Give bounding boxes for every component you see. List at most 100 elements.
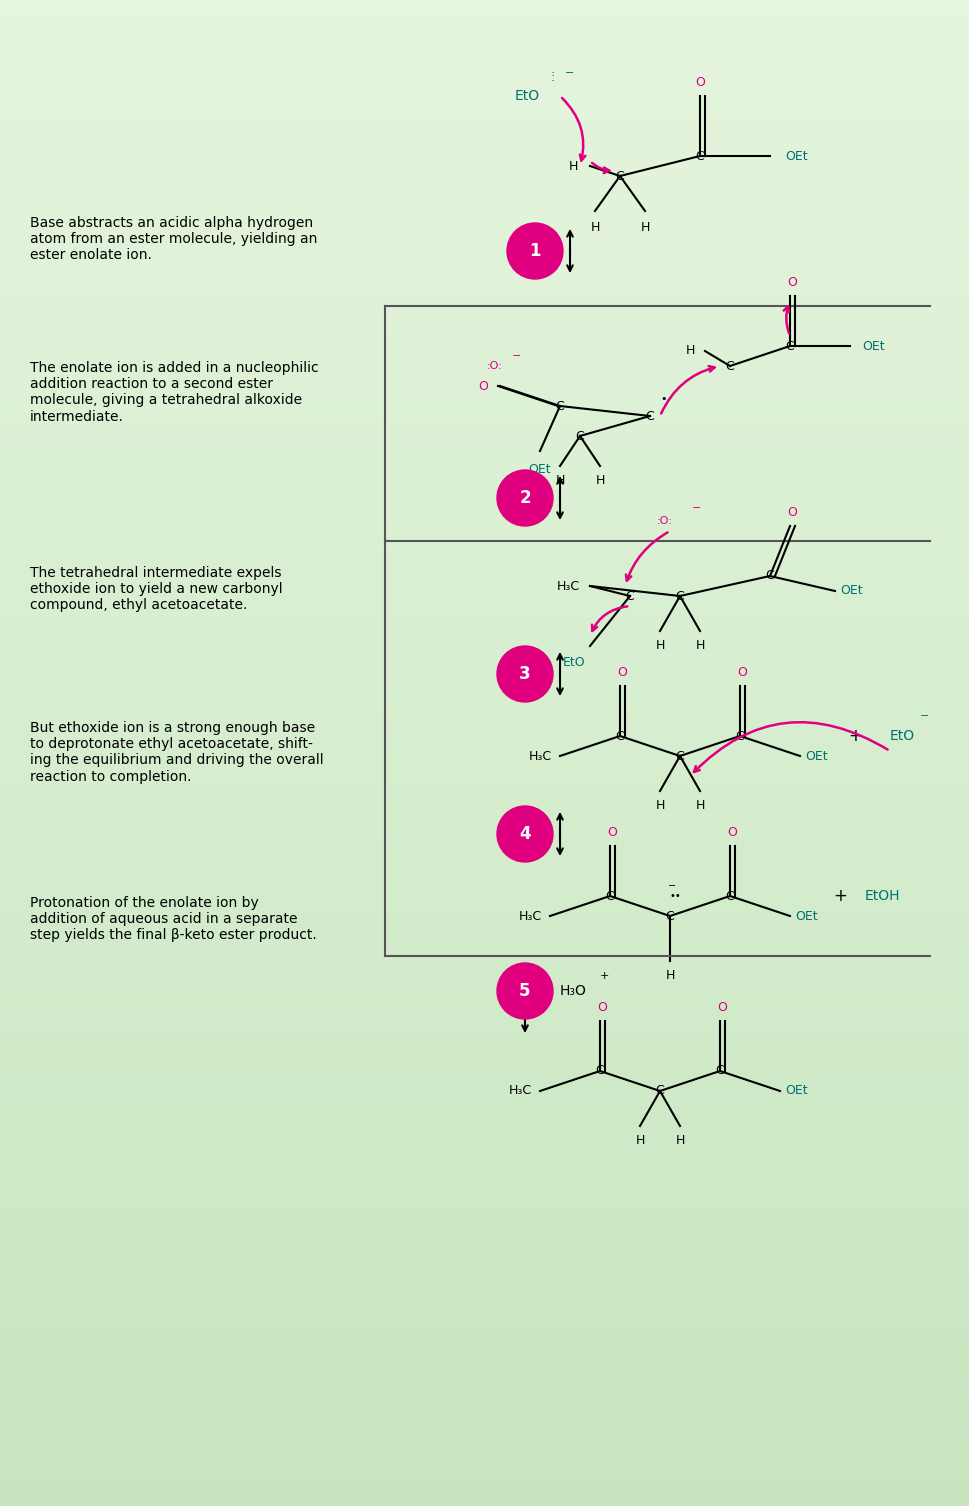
Bar: [0, 188, 969, 196]
Bar: [0, 1386, 969, 1393]
Bar: [0, 68, 969, 75]
Bar: [0, 761, 969, 768]
Bar: [0, 384, 969, 392]
Bar: [0, 512, 969, 520]
Bar: [0, 60, 969, 68]
Bar: [0, 399, 969, 407]
Bar: [0, 1483, 969, 1491]
Text: 1: 1: [529, 242, 541, 261]
Bar: [0, 128, 969, 136]
Bar: [0, 301, 969, 309]
Text: O: O: [478, 380, 488, 393]
Bar: [0, 821, 969, 828]
Text: O: O: [617, 666, 627, 679]
Bar: [0, 143, 969, 151]
Text: O: O: [727, 825, 737, 839]
Bar: [0, 1318, 969, 1325]
Bar: [0, 474, 969, 482]
Bar: [0, 98, 969, 105]
Bar: [0, 964, 969, 971]
Bar: [0, 166, 969, 173]
Bar: [0, 1175, 969, 1182]
Bar: [0, 324, 969, 331]
Bar: [0, 1355, 969, 1363]
Bar: [0, 248, 969, 256]
Text: C: C: [596, 1065, 605, 1077]
Text: C: C: [696, 149, 704, 163]
Text: C: C: [675, 589, 684, 602]
Bar: [0, 572, 969, 580]
Text: C: C: [645, 410, 654, 423]
Bar: [0, 979, 969, 986]
Bar: [0, 1197, 969, 1205]
Bar: [0, 1084, 969, 1092]
Bar: [0, 407, 969, 414]
Bar: [0, 1227, 969, 1235]
Bar: [0, 1265, 969, 1273]
Bar: [0, 617, 969, 625]
Bar: [0, 783, 969, 791]
Text: H: H: [655, 639, 665, 652]
Bar: [0, 53, 969, 60]
Bar: [0, 791, 969, 798]
Bar: [0, 38, 969, 45]
Text: EtOH: EtOH: [865, 889, 900, 904]
Text: 4: 4: [519, 825, 531, 843]
Bar: [0, 1491, 969, 1498]
Bar: [0, 542, 969, 550]
Bar: [0, 1114, 969, 1122]
Bar: [0, 1017, 969, 1024]
Bar: [0, 1205, 969, 1212]
Bar: [0, 1431, 969, 1438]
Bar: [0, 331, 969, 339]
Bar: [0, 911, 969, 919]
Text: C: C: [555, 399, 564, 413]
Bar: [0, 346, 969, 354]
Text: :̇̇: :̇̇: [550, 71, 555, 84]
Bar: [0, 693, 969, 700]
Bar: [0, 806, 969, 813]
Bar: [0, 414, 969, 422]
Bar: [0, 986, 969, 994]
Bar: [0, 1288, 969, 1295]
Text: C: C: [716, 1065, 725, 1077]
Bar: [0, 730, 969, 738]
Bar: [0, 557, 969, 565]
Text: EtO: EtO: [890, 729, 915, 742]
Bar: [0, 866, 969, 873]
Bar: [0, 1303, 969, 1310]
Bar: [0, 1468, 969, 1476]
Bar: [0, 1054, 969, 1062]
Bar: [0, 264, 969, 271]
Bar: [0, 196, 969, 203]
Bar: [0, 158, 969, 166]
Text: :O:: :O:: [487, 361, 503, 370]
Bar: [0, 648, 969, 655]
Bar: [0, 1348, 969, 1355]
Bar: [0, 1235, 969, 1242]
Bar: [0, 881, 969, 889]
Bar: [0, 1423, 969, 1431]
Bar: [0, 587, 969, 595]
Bar: [0, 226, 969, 233]
Text: O: O: [787, 276, 797, 289]
Text: H₃C: H₃C: [509, 1084, 532, 1098]
Bar: [0, 105, 969, 113]
Bar: [0, 971, 969, 979]
Bar: [0, 1258, 969, 1265]
Bar: [0, 889, 969, 896]
Bar: [0, 497, 969, 505]
Bar: [0, 700, 969, 708]
Bar: [0, 218, 969, 226]
Text: OEt: OEt: [805, 750, 828, 762]
Bar: [0, 753, 969, 761]
Bar: [0, 1212, 969, 1220]
Bar: [0, 670, 969, 678]
Bar: [0, 1047, 969, 1054]
Bar: [0, 1145, 969, 1152]
Bar: [0, 90, 969, 98]
Bar: [0, 271, 969, 279]
Text: H: H: [696, 639, 704, 652]
Bar: [0, 8, 969, 15]
Bar: [0, 873, 969, 881]
